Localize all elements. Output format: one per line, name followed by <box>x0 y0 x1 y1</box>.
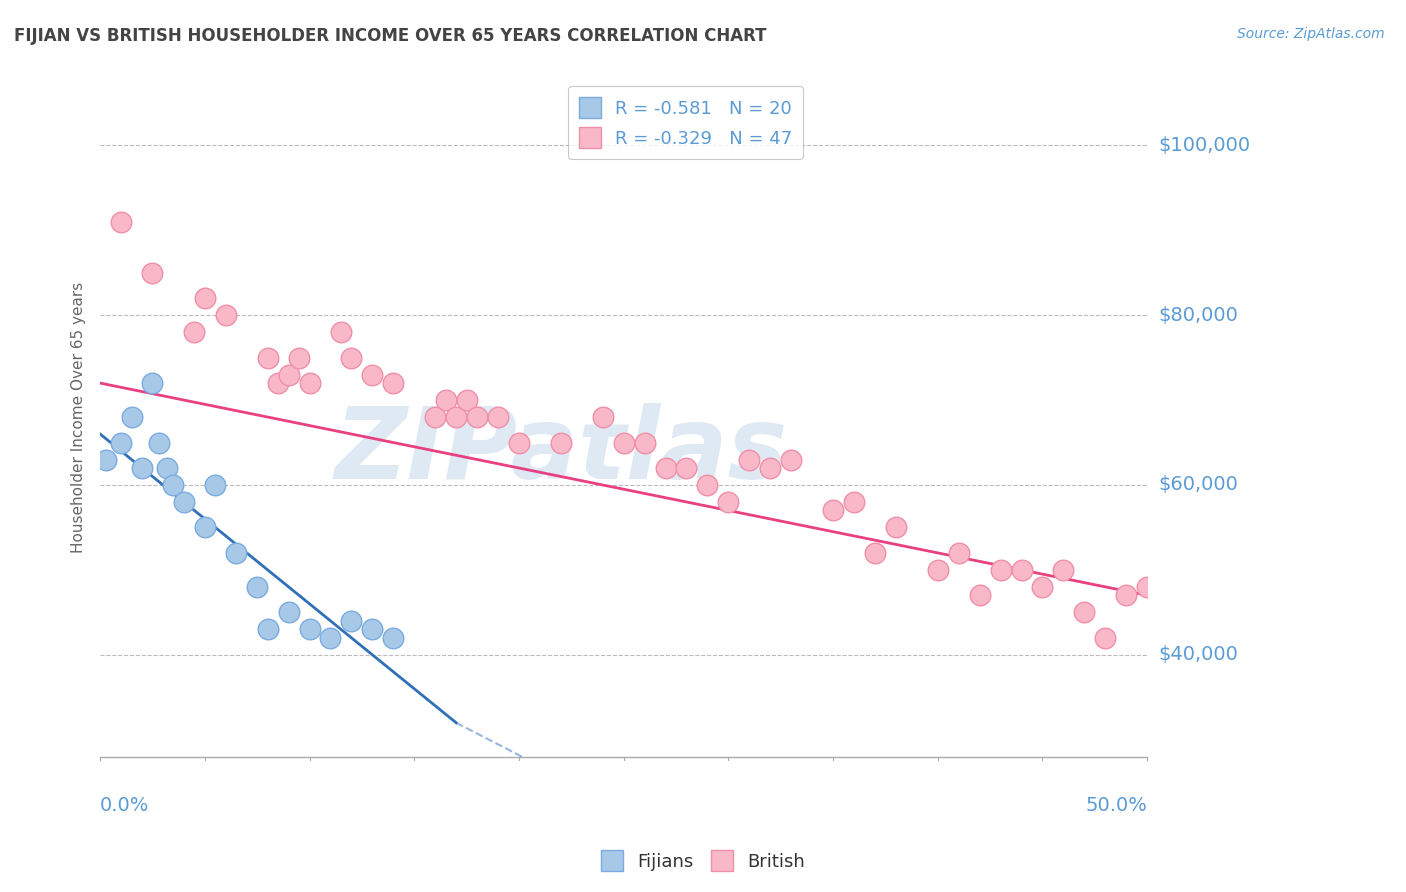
Point <box>194 291 217 305</box>
Text: 50.0%: 50.0% <box>1085 796 1147 814</box>
Point <box>456 393 478 408</box>
Point <box>1115 588 1137 602</box>
Point <box>592 410 614 425</box>
Point <box>759 461 782 475</box>
Point <box>277 368 299 382</box>
Point <box>148 435 170 450</box>
Point <box>382 376 405 390</box>
Point <box>340 351 363 365</box>
Point <box>717 495 740 509</box>
Point <box>465 410 488 425</box>
Point <box>156 461 179 475</box>
Point <box>204 478 226 492</box>
Point <box>1136 580 1159 594</box>
Text: FIJIAN VS BRITISH HOUSEHOLDER INCOME OVER 65 YEARS CORRELATION CHART: FIJIAN VS BRITISH HOUSEHOLDER INCOME OVE… <box>14 27 766 45</box>
Point <box>675 461 697 475</box>
Point <box>361 368 384 382</box>
Text: Source: ZipAtlas.com: Source: ZipAtlas.com <box>1237 27 1385 41</box>
Point <box>613 435 636 450</box>
Point <box>821 503 844 517</box>
Point <box>863 546 886 560</box>
Point <box>110 435 132 450</box>
Point <box>319 631 342 645</box>
Point <box>382 631 405 645</box>
Text: 0.0%: 0.0% <box>100 796 149 814</box>
Point <box>183 325 205 339</box>
Y-axis label: Householder Income Over 65 years: Householder Income Over 65 years <box>72 282 86 553</box>
Point <box>329 325 352 339</box>
Point <box>225 546 247 560</box>
Point <box>780 452 803 467</box>
Point <box>162 478 184 492</box>
Point <box>246 580 269 594</box>
Point <box>486 410 509 425</box>
Point <box>654 461 676 475</box>
Point <box>1073 605 1095 619</box>
Point <box>267 376 290 390</box>
Point <box>444 410 467 425</box>
Point <box>173 495 195 509</box>
Point <box>884 520 907 534</box>
Point <box>1031 580 1053 594</box>
Text: $60,000: $60,000 <box>1159 475 1239 494</box>
Point <box>298 376 321 390</box>
Point <box>969 588 991 602</box>
Point <box>842 495 865 509</box>
Point <box>1052 563 1074 577</box>
Point <box>121 410 143 425</box>
Point <box>256 623 278 637</box>
Point <box>110 215 132 229</box>
Point <box>1011 563 1033 577</box>
Point <box>340 614 363 628</box>
Point <box>927 563 949 577</box>
Point <box>738 452 761 467</box>
Point <box>131 461 153 475</box>
Point <box>288 351 311 365</box>
Point <box>434 393 457 408</box>
Point <box>215 308 238 322</box>
Legend: Fijians, British: Fijians, British <box>593 843 813 879</box>
Point <box>256 351 278 365</box>
Point <box>361 623 384 637</box>
Point <box>298 623 321 637</box>
Point <box>990 563 1012 577</box>
Point <box>141 266 163 280</box>
Point <box>633 435 655 450</box>
Point <box>96 452 118 467</box>
Point <box>508 435 530 450</box>
Point <box>141 376 163 390</box>
Point <box>1094 631 1116 645</box>
Text: $40,000: $40,000 <box>1159 645 1239 665</box>
Text: ZIPatlas: ZIPatlas <box>335 402 787 500</box>
Point <box>696 478 718 492</box>
Text: $80,000: $80,000 <box>1159 306 1239 325</box>
Point <box>425 410 447 425</box>
Legend: R = -0.581   N = 20, R = -0.329   N = 47: R = -0.581 N = 20, R = -0.329 N = 47 <box>568 87 803 159</box>
Point <box>194 520 217 534</box>
Text: $100,000: $100,000 <box>1159 136 1250 155</box>
Point <box>277 605 299 619</box>
Point <box>550 435 572 450</box>
Point <box>948 546 970 560</box>
